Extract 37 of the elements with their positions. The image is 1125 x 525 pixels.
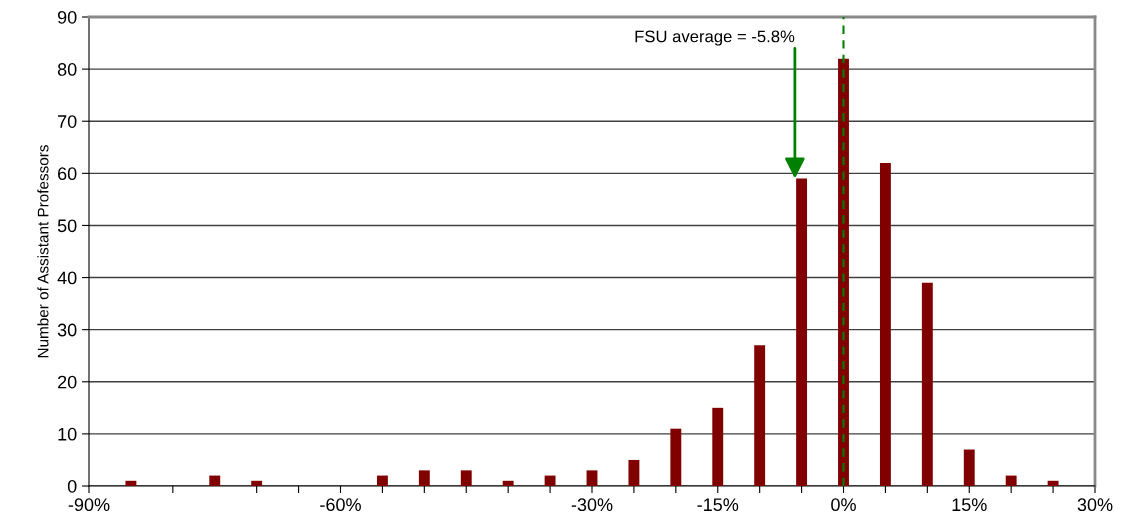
y-tick-label: 30: [57, 323, 77, 337]
bar: [921, 282, 933, 486]
bar: [376, 475, 388, 486]
bar: [754, 345, 766, 486]
y-tick-label: 10: [58, 427, 77, 441]
bar: [502, 480, 514, 486]
bar: [963, 449, 975, 486]
bar: [544, 475, 556, 486]
bar: [670, 428, 682, 486]
y-tick-label: 70: [58, 115, 77, 128]
bar: [1047, 480, 1059, 486]
y-axis-title: Number of Assistant Professors: [37, 145, 49, 358]
y-tick-label: 40: [57, 271, 77, 285]
x-tick-label: 30%: [1077, 498, 1113, 512]
bar: [586, 470, 598, 486]
x-tick-label: -90%: [68, 498, 110, 512]
y-tick-label: 90: [57, 10, 77, 24]
bar: [418, 470, 430, 486]
x-tick-label: -30%: [571, 498, 613, 512]
y-tick-label: 60: [58, 167, 77, 181]
bar: [125, 480, 137, 486]
y-tick-label: 20: [58, 375, 77, 389]
bar: [879, 162, 891, 486]
x-tick-label: 0%: [831, 498, 856, 512]
x-tick-label: -60%: [320, 498, 361, 512]
bar: [1005, 475, 1017, 486]
y-tick-label: 50: [57, 219, 77, 233]
bar: [628, 459, 640, 486]
annotation: FSU average = -5.8%: [635, 30, 795, 46]
bar: [460, 470, 472, 486]
y-tick-label: 80: [57, 63, 77, 76]
x-tick-label: 15%: [952, 498, 987, 512]
y-tick-label: 0: [67, 479, 77, 493]
bar: [251, 480, 263, 486]
bar: [209, 475, 221, 486]
x-tick-label: -15%: [697, 498, 739, 512]
bar: [712, 407, 724, 486]
